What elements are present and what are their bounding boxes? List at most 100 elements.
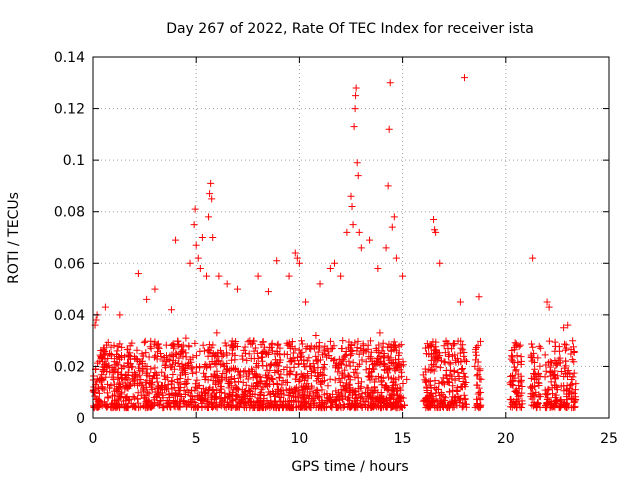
- data-point: [263, 366, 271, 374]
- data-point: [249, 404, 257, 412]
- data-point: [384, 354, 392, 362]
- data-point: [168, 377, 176, 385]
- data-point: [401, 402, 409, 410]
- data-point: [314, 348, 322, 356]
- data-point: [392, 398, 400, 406]
- data-point: [529, 254, 537, 262]
- data-point: [351, 373, 359, 381]
- data-point: [235, 378, 243, 386]
- data-point: [276, 356, 284, 364]
- data-point: [272, 359, 280, 367]
- data-point: [202, 373, 210, 381]
- data-point: [140, 384, 148, 392]
- data-point: [104, 393, 112, 401]
- data-point: [357, 244, 365, 252]
- data-point: [94, 385, 102, 393]
- data-point: [426, 393, 434, 401]
- data-point: [547, 378, 555, 386]
- data-point: [169, 341, 177, 349]
- data-point: [198, 234, 206, 241]
- data-point: [133, 346, 141, 354]
- data-point: [231, 366, 239, 374]
- data-point: [163, 402, 171, 410]
- data-point: [107, 382, 115, 390]
- data-point: [438, 357, 446, 365]
- data-point: [532, 371, 540, 379]
- data-point: [388, 360, 396, 368]
- data-point: [326, 337, 334, 345]
- data-point: [562, 341, 570, 349]
- data-point: [354, 374, 362, 382]
- data-point: [459, 377, 467, 385]
- data-point: [545, 303, 553, 311]
- data-point: [291, 385, 299, 393]
- data-point: [300, 384, 308, 392]
- data-point: [263, 374, 271, 382]
- data-point: [272, 390, 280, 398]
- data-point: [176, 380, 184, 388]
- data-point: [353, 394, 361, 402]
- data-point: [327, 402, 335, 410]
- data-point: [158, 389, 166, 397]
- data-point: [371, 386, 379, 394]
- data-point: [318, 404, 326, 412]
- y-tick-label: 0.06: [54, 256, 85, 272]
- data-point: [189, 369, 197, 377]
- data-point: [517, 353, 525, 361]
- data-point: [552, 361, 560, 369]
- data-point: [347, 192, 355, 200]
- data-point: [545, 397, 553, 405]
- data-point: [154, 348, 162, 356]
- data-point: [436, 364, 444, 372]
- data-point: [141, 393, 149, 401]
- data-point: [99, 368, 107, 376]
- data-point: [339, 404, 347, 412]
- data-point: [90, 372, 98, 380]
- data-point: [543, 298, 551, 306]
- data-point: [193, 392, 201, 400]
- data-point: [235, 403, 243, 411]
- data-point: [147, 365, 155, 373]
- data-point: [150, 396, 158, 404]
- data-point: [456, 398, 464, 406]
- data-point: [348, 203, 356, 211]
- data-point: [386, 365, 394, 373]
- data-point: [314, 375, 322, 383]
- data-point: [355, 228, 363, 236]
- data-point: [286, 367, 294, 375]
- data-point: [175, 354, 183, 362]
- data-point: [213, 387, 221, 395]
- data-point: [233, 285, 241, 293]
- data-point: [279, 386, 287, 394]
- data-point: [200, 369, 208, 377]
- data-point: [177, 371, 185, 379]
- data-point: [254, 354, 262, 362]
- data-point: [535, 369, 543, 377]
- data-point: [515, 385, 523, 393]
- data-point: [335, 355, 343, 363]
- data-point: [374, 264, 382, 272]
- data-point: [123, 393, 131, 401]
- data-point: [367, 348, 375, 356]
- y-tick-label: 0.04: [54, 308, 85, 324]
- data-point: [422, 344, 430, 352]
- data-point: [98, 371, 106, 379]
- data-point: [158, 368, 166, 376]
- data-point: [308, 384, 316, 392]
- data-point: [252, 344, 260, 352]
- data-point: [458, 365, 466, 373]
- data-point: [535, 391, 543, 399]
- data-point: [553, 386, 561, 394]
- data-point: [514, 370, 522, 378]
- data-point: [536, 362, 544, 370]
- data-point: [114, 353, 122, 361]
- data-point: [537, 344, 545, 352]
- data-point: [516, 341, 524, 349]
- data-point: [293, 254, 301, 262]
- data-point: [203, 397, 211, 405]
- data-point: [283, 351, 291, 359]
- data-point: [221, 389, 229, 397]
- data-point: [454, 369, 462, 377]
- data-point: [399, 272, 407, 280]
- data-point: [208, 195, 216, 203]
